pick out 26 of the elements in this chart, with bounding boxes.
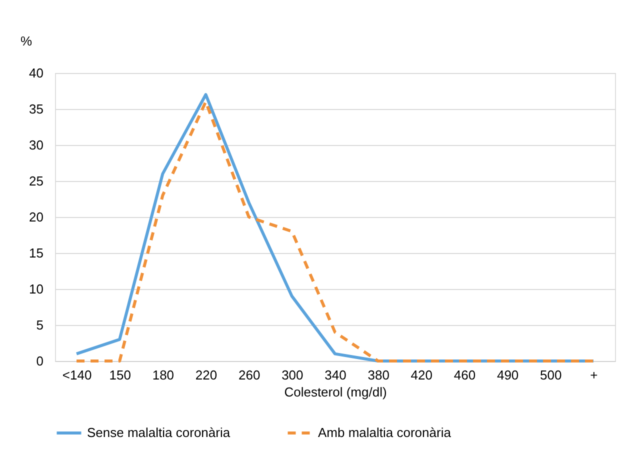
x-tick-label: 500 xyxy=(540,368,562,382)
y-tick-label: 15 xyxy=(29,246,44,260)
y-tick-label: 35 xyxy=(29,102,44,116)
y-axis-title: % xyxy=(20,34,32,48)
x-tick-label: 300 xyxy=(282,368,304,382)
legend-label: Sense malaltia coronària xyxy=(87,425,231,440)
legend-label: Amb malaltia coronària xyxy=(318,425,452,440)
y-tick-label: 30 xyxy=(29,138,44,152)
y-tick-label: 40 xyxy=(29,66,44,80)
x-tick-label: 460 xyxy=(454,368,476,382)
y-tick-label: 5 xyxy=(36,318,44,332)
x-tick-label: 340 xyxy=(324,368,346,382)
x-tick-label: <140 xyxy=(62,368,92,382)
x-tick-label: 420 xyxy=(410,368,433,382)
x-tick-label: 490 xyxy=(496,368,519,382)
y-tick-label: 25 xyxy=(29,174,44,188)
y-tick-label: 0 xyxy=(36,354,44,368)
x-tick-label: 260 xyxy=(238,368,260,382)
x-tick-label: 220 xyxy=(195,368,218,382)
y-tick-label: 20 xyxy=(29,210,44,224)
x-tick-label: 380 xyxy=(368,368,390,382)
x-tick-label: + xyxy=(590,368,598,382)
y-tick-label: 10 xyxy=(29,282,44,296)
x-tick-label: 150 xyxy=(109,368,131,382)
x-axis-title: Colesterol (mg/dl) xyxy=(284,384,387,400)
x-tick-label: 180 xyxy=(152,368,174,382)
